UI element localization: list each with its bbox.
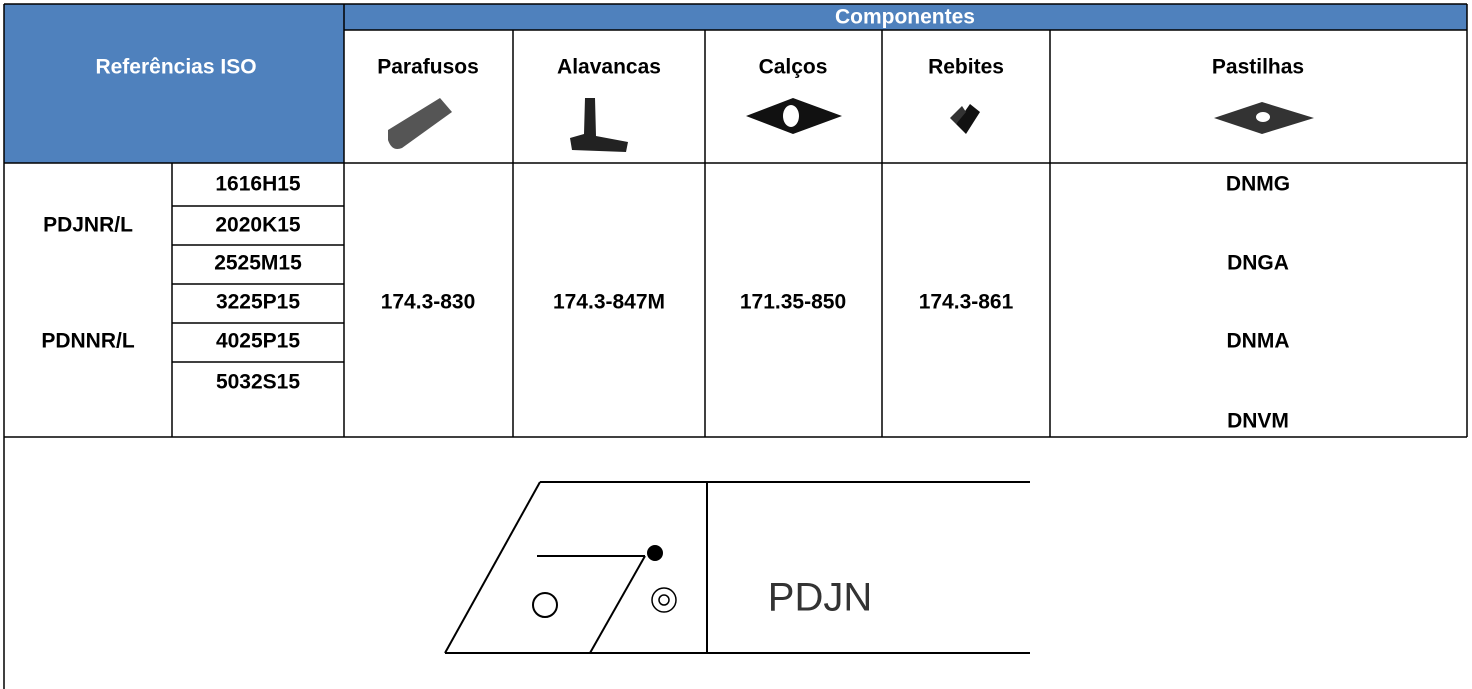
- part-code: 174.3-861: [919, 291, 1014, 314]
- column-header: Parafusos: [377, 56, 479, 79]
- tool-drawing: [444, 481, 1030, 654]
- insert: DNGA: [1227, 252, 1289, 275]
- size: 1616H15: [215, 173, 301, 196]
- size: 2020K15: [215, 214, 301, 237]
- part-code: 174.3-830: [381, 291, 476, 314]
- column-header: Alavancas: [557, 56, 661, 79]
- header-title: Referências ISO: [95, 56, 256, 79]
- column-header: Rebites: [928, 56, 1004, 79]
- size: 3225P15: [216, 291, 300, 314]
- column-header: Calços: [759, 56, 828, 79]
- drawing-label: PDJN: [768, 576, 872, 620]
- size: 2525M15: [214, 252, 302, 275]
- insert: DNMA: [1227, 330, 1290, 353]
- column-header: Pastilhas: [1212, 56, 1304, 79]
- subheader-bg: [344, 30, 1467, 163]
- header-group: Componentes: [835, 6, 975, 29]
- grid: [3, 3, 1468, 689]
- part-code: 174.3-847M: [553, 291, 665, 314]
- model: PDJNR/L: [43, 214, 133, 237]
- model: PDNNR/L: [41, 330, 135, 353]
- size: 4025P15: [216, 330, 300, 353]
- size: 5032S15: [216, 371, 300, 394]
- insert: DNMG: [1226, 173, 1290, 196]
- icons: [388, 98, 1314, 152]
- part-code: 171.35-850: [740, 291, 846, 314]
- insert: DNVM: [1227, 410, 1289, 433]
